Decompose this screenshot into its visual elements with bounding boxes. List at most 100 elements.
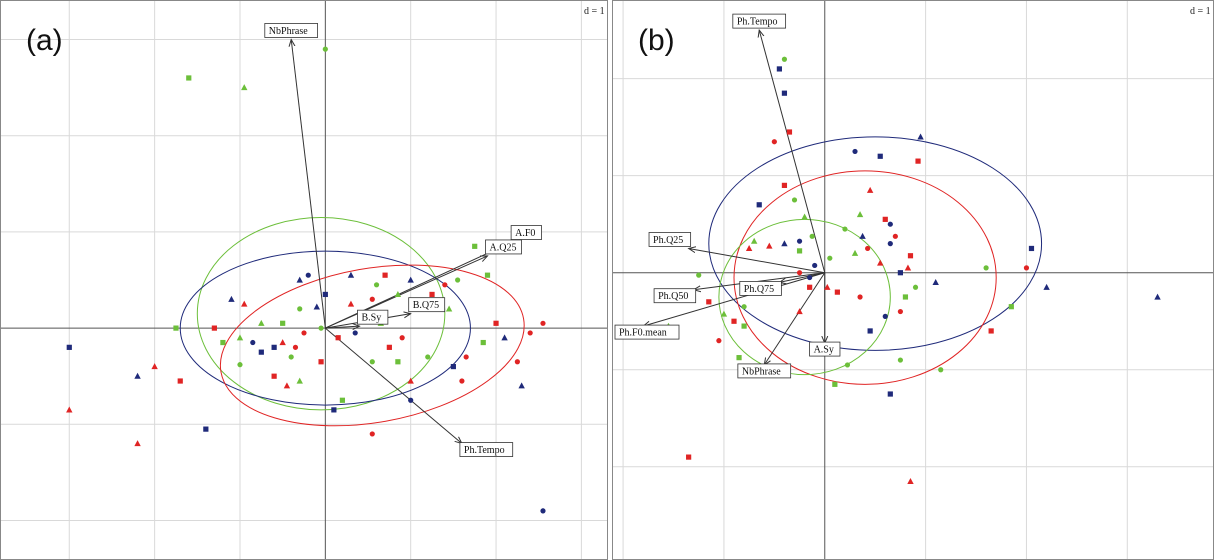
panel-b-labels: Ph.Tempo Ph.Q25 Ph.Q75 Ph.Q50 Ph.F0.mean A.Sy… [614,13,841,379]
point-red-square [786,129,793,135]
point-red-triangle [904,264,912,271]
vector-label-box [357,309,389,325]
point-red-circle [399,335,405,341]
point-green-circle [741,304,747,310]
point-green-triangle [750,237,758,244]
point-green-circle [369,359,375,365]
point-green-circle [318,325,324,331]
point-red-square [882,216,888,222]
point-blue-triangle [859,232,866,239]
point-green-square [832,381,838,387]
point-green-circle [237,362,243,368]
point-green-square [741,323,747,329]
point-green-circle [791,197,798,203]
ellipse-green [718,218,891,376]
point-green-circle [322,46,328,52]
point-green-square [339,397,346,403]
point-blue-square [756,202,762,208]
point-blue-triangle [313,303,321,310]
point-green-square [796,248,803,254]
point-red-circle [540,320,546,326]
point-green-circle [781,56,788,62]
vector-label-text: A.F0 [515,228,535,239]
vector-label: Ph.Q50 [653,288,697,304]
point-red-square [335,335,341,341]
point-red-triangle [745,245,753,252]
point-green-circle [288,354,294,360]
point-blue-circle [250,339,256,346]
point-red-square [807,284,813,290]
point-green-square [1008,304,1014,310]
vector-label: A.F0 [510,225,542,240]
panel-b: Ph.Tempo Ph.Q25 Ph.Q75 Ph.Q50 Ph.F0.mean A.Sy… [612,0,1214,560]
vector-arrow [689,248,825,274]
point-red-square [271,373,277,379]
point-blue-triangle [134,372,141,379]
vector-label-text: B.Q75 [413,300,439,311]
point-green-square [484,272,491,278]
vector-label: Ph.Tempo [459,442,514,457]
point-blue-circle [540,508,546,514]
vector-arrow [643,272,825,326]
point-green-circle [827,255,833,261]
point-red-square [177,378,183,384]
point-blue-square [781,90,788,96]
vector-label: Ph.Q25 [648,232,692,247]
vector-arrow [759,30,826,273]
point-red-circle [463,354,469,360]
point-blue-square [887,391,893,397]
point-red-circle [771,139,777,145]
point-green-circle [938,367,944,373]
point-green-circle [425,354,431,360]
vector-label-text: NbPhrase [742,366,781,377]
panel-a-labels: NbPhrase A.F0 A.Q25 B.Q75 B.Sy Ph.Tempo [264,23,542,457]
ellipse-green [196,216,446,411]
point-red-triangle [907,477,914,484]
vector-label-text: Ph.Q75 [744,284,774,295]
point-blue-circle [812,262,818,269]
point-red-circle [527,330,533,336]
vector-label-box [485,239,522,255]
point-red-circle [292,344,299,350]
vector-label: B.Q75 [408,297,446,313]
panel-b-grid [613,1,1213,559]
vector-arrow [325,256,487,329]
vector-label: Ph.F0.mean [614,324,680,340]
point-green-square [186,75,192,81]
point-red-square [382,272,388,278]
vector-arrow [779,272,825,283]
vector-label-box [459,442,514,457]
point-blue-circle [305,272,311,278]
point-red-triangle [283,382,291,389]
point-green-triangle [241,84,248,91]
point-red-triangle [796,308,803,315]
panel-b-vectors [643,30,825,365]
panel-a-ellipses [179,216,525,427]
vector-label-box [408,297,446,313]
ellipse-blue [708,136,1043,351]
vector-label: NbPhrase [737,363,792,379]
point-blue-triangle [518,382,525,389]
point-green-square [280,320,286,326]
point-green-square [480,339,486,346]
point-green-triangle [258,319,265,326]
point-red-triangle [407,377,414,384]
point-red-triangle [866,186,874,193]
vector-arrow [325,326,359,328]
point-green-triangle [856,211,864,218]
panel-a-grid [1,1,607,559]
vector-arrow [764,272,826,365]
point-red-circle [865,245,871,252]
panel-a-axes [1,1,607,559]
panel-b-points [655,56,1161,484]
point-green-triangle [394,291,402,298]
vector-label: Ph.Q75 [739,281,782,296]
point-red-circle [796,270,803,276]
vector-label: Ph.Tempo [732,13,787,29]
ellipse-red [733,170,997,385]
point-blue-square [776,66,782,72]
point-blue-square [203,426,209,432]
point-blue-square [331,407,337,413]
point-blue-triangle [932,279,939,286]
point-green-circle [983,265,989,271]
